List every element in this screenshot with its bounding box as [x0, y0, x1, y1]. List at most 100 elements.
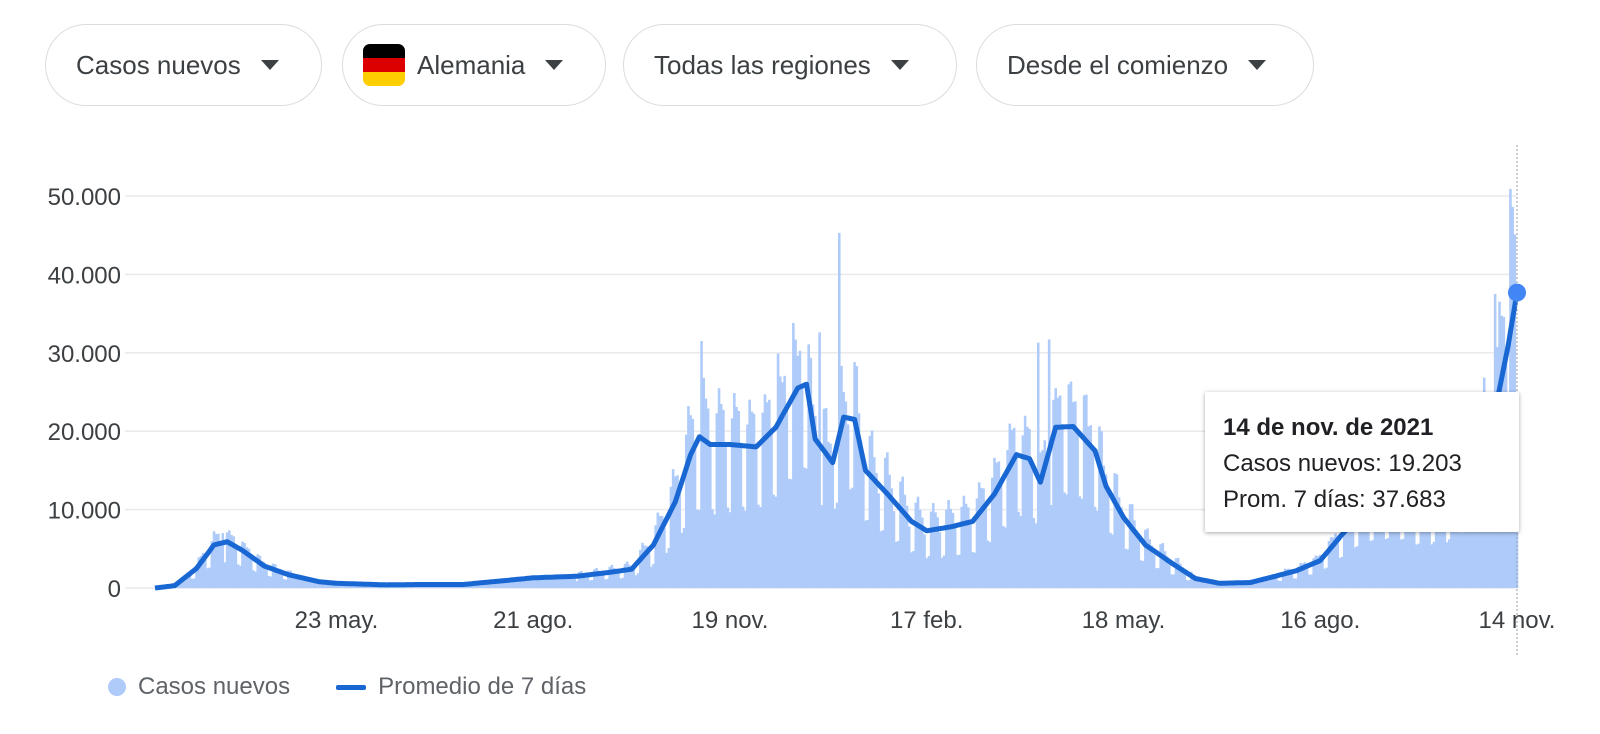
daily-case-bar — [993, 457, 996, 588]
daily-case-bar — [674, 476, 677, 588]
daily-case-bar — [1415, 544, 1418, 588]
daily-case-bar — [768, 399, 771, 588]
daily-case-bar — [866, 519, 869, 588]
daily-case-bar — [1393, 487, 1396, 588]
daily-case-bar — [1312, 558, 1315, 588]
daily-case-bar — [752, 413, 756, 588]
daily-case-bar — [776, 353, 780, 588]
daily-case-bar — [1104, 474, 1108, 588]
daily-case-bar — [1277, 580, 1280, 588]
daily-case-bar — [853, 362, 856, 588]
daily-case-bar — [179, 580, 183, 588]
daily-case-bar — [761, 412, 765, 588]
country-dropdown[interactable]: Alemania — [342, 24, 606, 106]
daily-case-bar — [201, 552, 205, 588]
daily-case-bar — [483, 582, 487, 588]
daily-case-bar — [291, 574, 295, 588]
daily-case-bar — [553, 576, 557, 588]
daily-case-bar — [1181, 567, 1184, 588]
daily-case-bar — [1076, 429, 1079, 588]
daily-case-bar — [212, 531, 216, 588]
daily-case-bar — [1043, 440, 1047, 588]
daily-case-bar — [606, 578, 609, 588]
seven-day-average-line[interactable] — [154, 292, 1520, 591]
daily-case-bar — [1338, 557, 1342, 588]
period-dropdown[interactable]: Desde el comienzo — [976, 24, 1314, 106]
daily-case-bar — [848, 489, 852, 588]
highlight-point-marker — [1508, 283, 1526, 302]
daily-case-bar — [842, 391, 845, 588]
daily-case-bar — [962, 495, 966, 588]
daily-case-bar — [1336, 538, 1340, 588]
legend-item-new-cases[interactable]: Casos nuevos — [108, 673, 290, 701]
daily-case-bar — [280, 572, 284, 588]
y-tick-label: 40.000 — [48, 262, 121, 289]
daily-case-bar — [988, 542, 992, 588]
region-dropdown[interactable]: Todas las regiones — [623, 24, 957, 106]
daily-case-bar — [1251, 582, 1254, 588]
daily-case-bar — [938, 532, 942, 588]
daily-case-bar — [713, 514, 716, 588]
legend-item-average[interactable]: Promedio de 7 días — [336, 673, 586, 701]
daily-case-bar — [770, 427, 773, 588]
daily-case-bar — [1443, 514, 1447, 588]
daily-case-bar — [499, 580, 502, 588]
daily-case-bar — [1458, 495, 1462, 588]
daily-case-bar — [947, 500, 950, 588]
daily-case-bar — [188, 573, 192, 588]
daily-case-bar — [208, 567, 211, 588]
daily-case-bar — [818, 332, 821, 588]
daily-case-bar — [827, 441, 830, 588]
daily-case-bar — [293, 574, 297, 588]
daily-case-bar — [1209, 581, 1213, 588]
daily-case-bar — [890, 488, 894, 588]
daily-case-bar — [870, 430, 874, 588]
daily-case-bar — [1432, 541, 1436, 588]
daily-case-bar — [774, 496, 778, 588]
daily-case-bar — [859, 441, 863, 588]
daily-case-bar — [875, 472, 878, 588]
daily-case-bar — [1026, 426, 1029, 588]
daily-case-bar — [1316, 556, 1320, 588]
daily-case-bar — [1410, 503, 1414, 588]
daily-case-bar — [805, 468, 808, 588]
daily-case-bar — [1417, 543, 1420, 588]
daily-case-bar — [1060, 423, 1064, 588]
daily-case-bar — [501, 580, 504, 588]
x-tick-label: 16 ago. — [1280, 607, 1360, 634]
metric-dropdown[interactable]: Casos nuevos — [45, 24, 322, 106]
daily-case-bar — [676, 475, 679, 588]
daily-case-bar — [809, 357, 813, 588]
daily-case-bar — [560, 576, 563, 588]
daily-case-bar — [1266, 578, 1270, 588]
daily-case-bar — [580, 570, 583, 588]
x-tick-label: 18 may. — [1082, 607, 1166, 634]
daily-case-bar — [1137, 540, 1141, 588]
daily-case-bar — [529, 577, 533, 588]
daily-case-bar — [796, 355, 800, 588]
daily-case-bar — [1423, 494, 1427, 588]
daily-case-bar — [182, 578, 185, 588]
daily-case-bar — [879, 531, 883, 588]
daily-case-bar — [643, 545, 646, 588]
daily-case-bar — [630, 566, 633, 588]
daily-case-bar — [186, 572, 190, 588]
daily-case-bar — [184, 575, 187, 588]
daily-case-bar — [1412, 516, 1416, 588]
daily-case-bar — [835, 502, 839, 588]
daily-case-bar — [807, 344, 810, 588]
daily-case-bar — [510, 580, 513, 588]
daily-case-bar — [1185, 580, 1189, 588]
daily-case-bar — [1045, 455, 1049, 588]
daily-case-bar — [540, 576, 544, 588]
daily-case-bar — [614, 569, 618, 588]
daily-case-bar — [888, 474, 891, 588]
daily-case-bar — [1314, 555, 1318, 588]
daily-case-bar — [601, 574, 605, 588]
daily-case-bar — [590, 579, 594, 588]
daily-case-bar — [1364, 498, 1368, 588]
daily-case-bar — [822, 408, 826, 588]
y-tick-label: 10.000 — [48, 498, 121, 525]
daily-case-bar — [632, 569, 636, 588]
daily-case-bar — [481, 582, 485, 588]
